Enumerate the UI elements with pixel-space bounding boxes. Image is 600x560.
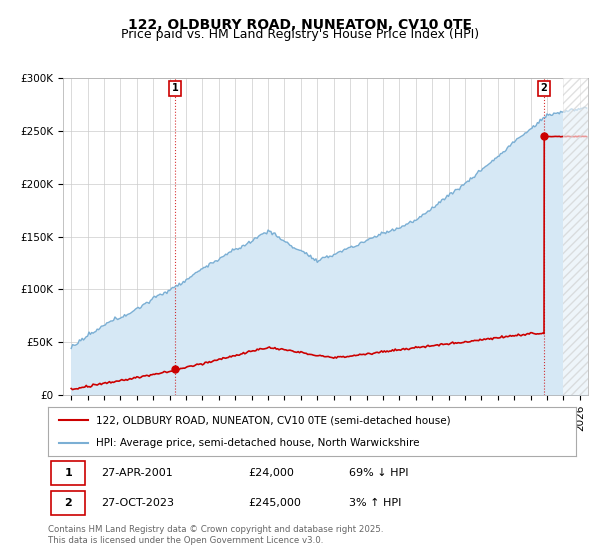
Text: 1: 1 [64, 468, 72, 478]
Text: £24,000: £24,000 [248, 468, 295, 478]
Text: HPI: Average price, semi-detached house, North Warwickshire: HPI: Average price, semi-detached house,… [95, 438, 419, 448]
Text: 69% ↓ HPI: 69% ↓ HPI [349, 468, 409, 478]
Text: £245,000: £245,000 [248, 498, 302, 508]
FancyBboxPatch shape [50, 461, 85, 486]
FancyBboxPatch shape [50, 491, 85, 516]
Text: 3% ↑ HPI: 3% ↑ HPI [349, 498, 401, 508]
Text: Contains HM Land Registry data © Crown copyright and database right 2025.
This d: Contains HM Land Registry data © Crown c… [48, 525, 383, 545]
Text: 2: 2 [541, 83, 547, 93]
Text: 122, OLDBURY ROAD, NUNEATON, CV10 0TE (semi-detached house): 122, OLDBURY ROAD, NUNEATON, CV10 0TE (s… [95, 416, 450, 426]
Text: 27-APR-2001: 27-APR-2001 [101, 468, 173, 478]
Text: 27-OCT-2023: 27-OCT-2023 [101, 498, 174, 508]
Text: 122, OLDBURY ROAD, NUNEATON, CV10 0TE: 122, OLDBURY ROAD, NUNEATON, CV10 0TE [128, 18, 472, 32]
Text: 2: 2 [64, 498, 72, 508]
Text: 1: 1 [172, 83, 178, 93]
Text: Price paid vs. HM Land Registry's House Price Index (HPI): Price paid vs. HM Land Registry's House … [121, 28, 479, 41]
